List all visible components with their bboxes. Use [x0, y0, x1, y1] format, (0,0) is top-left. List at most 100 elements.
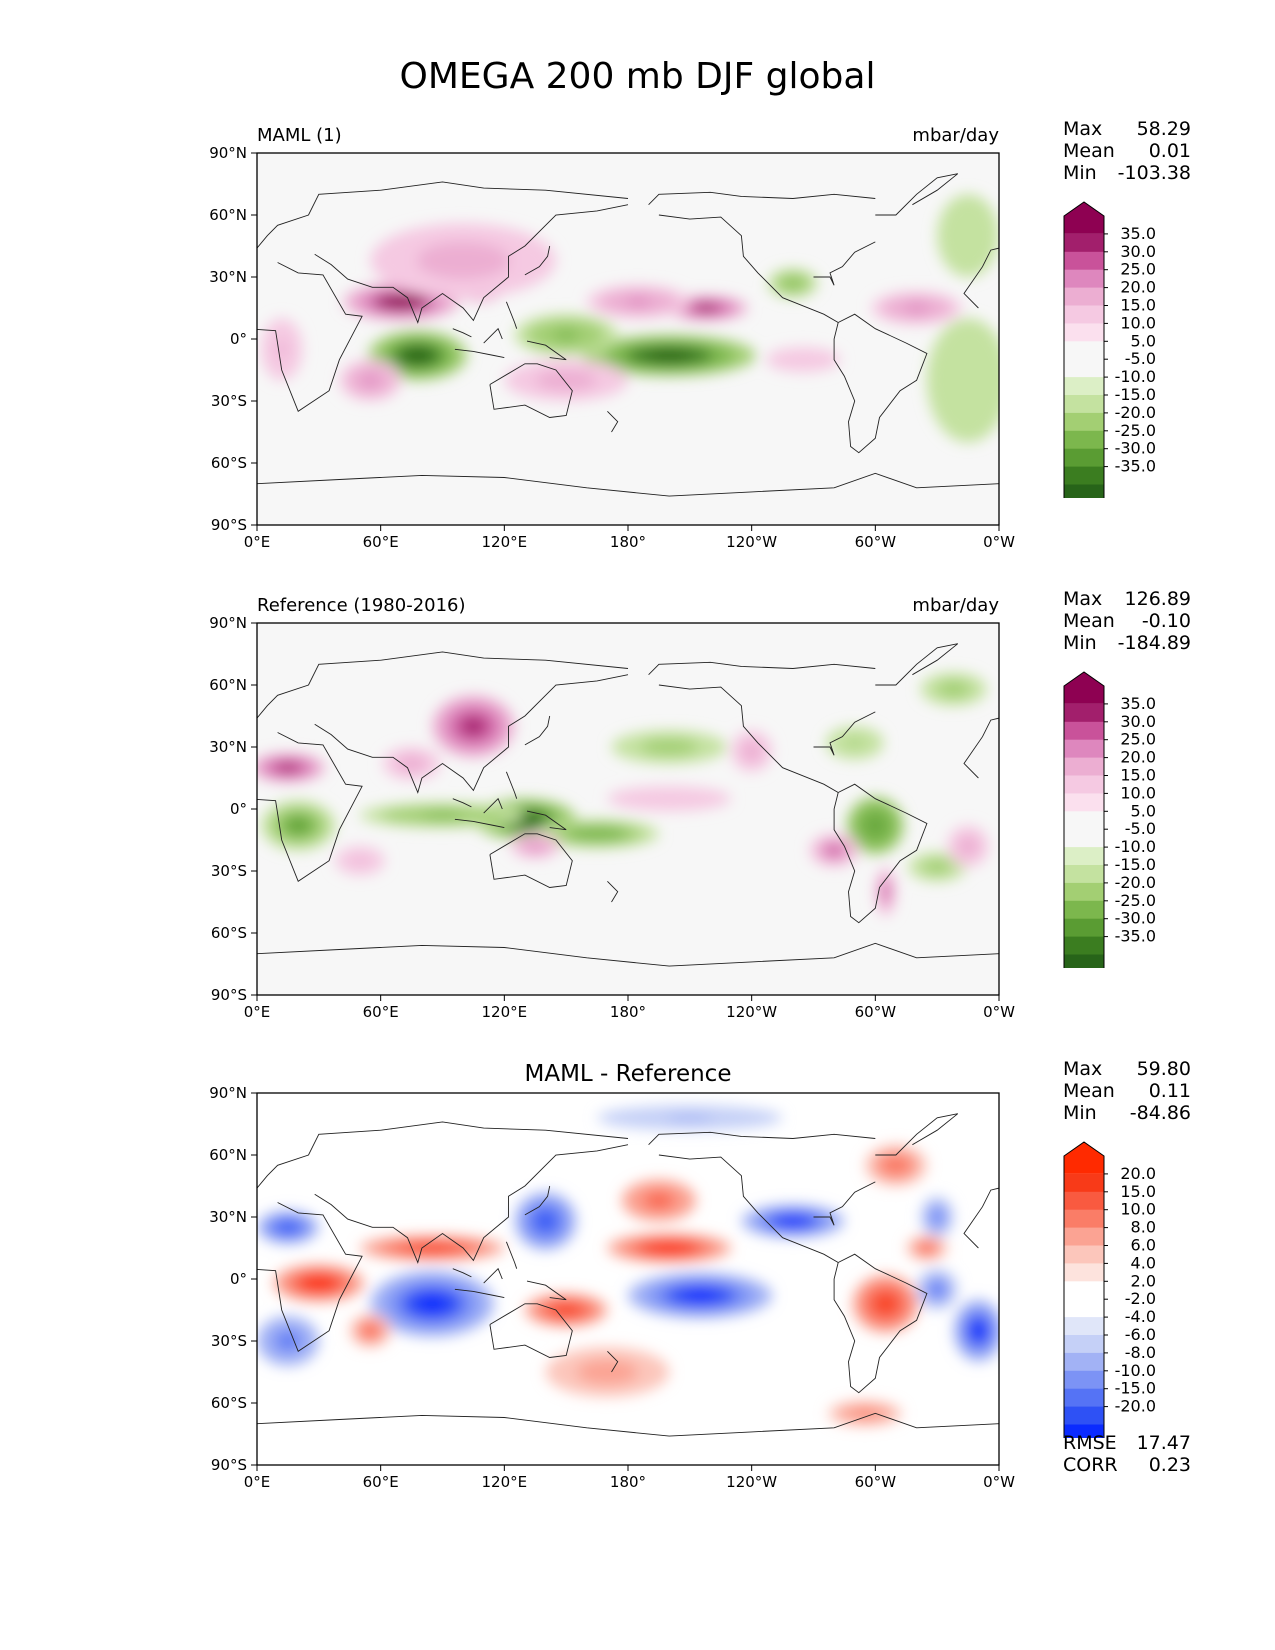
- colorbar-segment: [1064, 359, 1104, 378]
- field-layer: [261, 194, 999, 443]
- field-blob: [581, 830, 613, 838]
- coastline: [452, 798, 472, 808]
- coastline: [257, 262, 363, 412]
- colorbar-segment: [1064, 672, 1104, 704]
- colorbar-segment: [1064, 412, 1104, 432]
- colorbar-segment: [1064, 900, 1104, 920]
- coastline: [658, 214, 839, 323]
- coastline: [813, 711, 876, 756]
- coastlines: [257, 643, 999, 967]
- coastline: [658, 1154, 839, 1263]
- field-blob: [280, 1223, 296, 1232]
- colorbar-segment: [1064, 1142, 1104, 1174]
- stats-model: Max 58.29 Mean 0.01 Min -103.38: [1063, 118, 1191, 184]
- coastline: [526, 340, 567, 361]
- field-blob: [555, 1305, 577, 1315]
- colorbar-segment: [1064, 202, 1104, 234]
- coastline: [607, 880, 619, 903]
- field-blob: [439, 251, 487, 270]
- colorbar-model: 35.030.025.020.015.010.05.0-5.0-10.0-15.…: [1063, 201, 1156, 498]
- colorbar-tick-label: -15.0: [1115, 1379, 1156, 1398]
- colorbar-segment: [1064, 233, 1104, 253]
- y-tick-label: 90°N: [209, 1084, 247, 1102]
- colorbar-segment: [1064, 1227, 1104, 1246]
- field-blob: [746, 745, 757, 757]
- colorbar-tick-label: 20.0: [1120, 1164, 1156, 1183]
- colorbar-tick-label: -20.0: [1115, 1397, 1156, 1416]
- field-blob: [404, 759, 419, 768]
- field-blob: [962, 841, 974, 852]
- coastline: [963, 1187, 999, 1249]
- colorbar-tick-label: 15.0: [1120, 766, 1156, 785]
- colorbar-segment: [1064, 341, 1104, 360]
- colorbar-tick-label: -20.0: [1115, 873, 1156, 892]
- field-blob: [654, 742, 684, 752]
- stats-rmse-corr: RMSE 17.47 CORR 0.23: [1063, 1432, 1191, 1476]
- field-blob: [537, 1213, 554, 1229]
- coastline: [963, 717, 999, 779]
- colorbar-segment: [1064, 757, 1104, 776]
- field-blob: [786, 279, 800, 287]
- field-blob: [365, 1326, 376, 1335]
- y-tick-label: 0°: [230, 330, 247, 348]
- colorbar-segment: [1064, 1191, 1104, 1211]
- map-model: 0°E 60°E 120°E 180° 120°W 60°W 0°W 90°N 60°N 30°N…: [209, 125, 1015, 551]
- field-blob: [362, 375, 379, 386]
- colorbar-tick-label: 20.0: [1120, 278, 1156, 297]
- coastlines: [257, 173, 999, 497]
- colorbar-tick-label: -25.0: [1115, 421, 1156, 440]
- coastline: [833, 1253, 928, 1394]
- colorbar-outline: [1063, 671, 1105, 968]
- field-blob: [647, 350, 691, 361]
- panel-difference: 0°E 60°E 120°E 180° 120°W 60°W 0°W 90°N 60°N 30°N…: [0, 1058, 1275, 1528]
- colorbar-tick-label: -20.0: [1115, 403, 1156, 422]
- colorbar-tick-label: -10.0: [1115, 1361, 1156, 1380]
- colorbar-segment: [1064, 847, 1104, 866]
- x-tick-label: 60°W: [855, 1003, 897, 1021]
- field-blob: [932, 1284, 943, 1295]
- field-blob: [972, 1322, 985, 1339]
- field-blob: [463, 718, 484, 735]
- colorbar-segment: [1064, 865, 1104, 884]
- colorbar-segment: [1064, 829, 1104, 848]
- colorbar-tick-label: 20.0: [1120, 748, 1156, 767]
- colorbar-segment: [1064, 918, 1104, 937]
- colorbar-segment: [1064, 721, 1104, 741]
- y-tick-label: 90°S: [211, 516, 247, 534]
- coastline: [875, 173, 959, 216]
- colorbar-tick-label: -15.0: [1115, 385, 1156, 404]
- coastline: [483, 327, 503, 344]
- coastline: [452, 328, 472, 338]
- stat-min: Min -184.89: [1063, 632, 1191, 654]
- x-tick-label: 60°W: [855, 533, 897, 551]
- y-tick-label: 60°S: [211, 1394, 247, 1412]
- panel-left-label: Reference (1980-2016): [257, 595, 466, 616]
- colorbar-tick-label: 5.0: [1131, 331, 1156, 350]
- colorbar-tick-label: 30.0: [1120, 242, 1156, 261]
- x-tick-label: 120°W: [726, 533, 777, 551]
- colorbar-segment: [1064, 739, 1104, 758]
- x-tick-label: 0°E: [244, 1473, 271, 1491]
- field-blob: [553, 329, 580, 341]
- colorbar-segment: [1064, 1263, 1104, 1282]
- coastline: [483, 1267, 503, 1284]
- colorbar-segment: [1064, 287, 1104, 306]
- y-tick-label: 0°: [230, 1270, 247, 1288]
- colorbar-segment: [1064, 430, 1104, 450]
- colorbar-tick-label: -25.0: [1115, 891, 1156, 910]
- colorbar-tick-label: -5.0: [1125, 349, 1156, 368]
- coastline: [454, 1288, 505, 1299]
- y-tick-label: 90°N: [209, 614, 247, 632]
- coastline: [489, 1303, 573, 1358]
- y-tick-label: 30°S: [211, 1332, 247, 1350]
- stat-max: Max 58.29: [1063, 118, 1191, 140]
- colorbar-tick-label: 10.0: [1120, 783, 1156, 802]
- colorbar-segment: [1064, 1335, 1104, 1354]
- field-blob: [905, 303, 928, 313]
- coastline: [658, 684, 839, 793]
- colorbar-segment: [1064, 1173, 1104, 1193]
- colorbar-segment: [1064, 1352, 1104, 1372]
- x-tick-label: 60°E: [363, 1003, 399, 1021]
- colorbar-tick-label: -6.0: [1125, 1325, 1156, 1344]
- coastline: [833, 783, 928, 924]
